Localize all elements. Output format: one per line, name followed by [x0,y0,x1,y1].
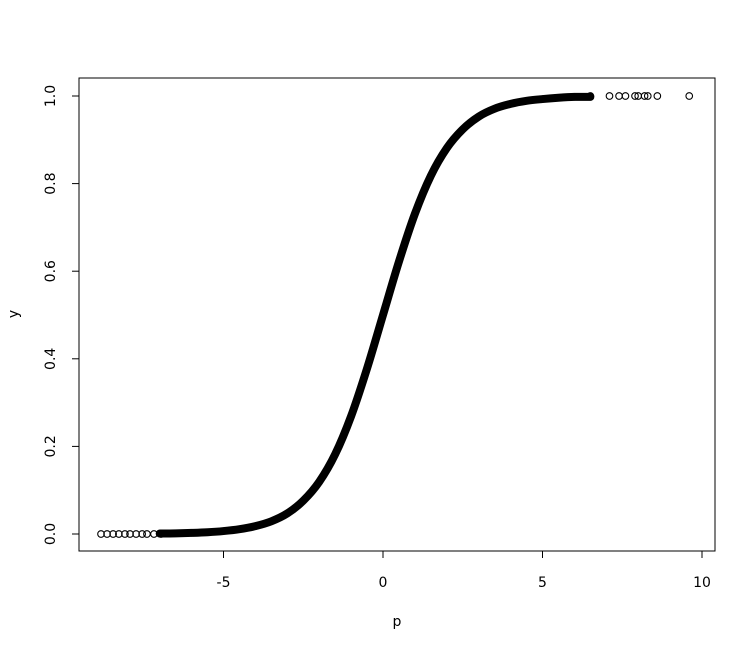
data-point [267,517,276,525]
data-point [643,92,652,100]
data-point [157,530,165,538]
data-point [631,92,639,100]
data-point [522,97,531,105]
data-point [251,522,260,530]
data-point [615,92,623,100]
data-point [538,95,547,103]
y-tick-label: 1.0 [43,85,59,107]
y-tick-label: 0.6 [43,260,59,282]
data-point [379,311,387,319]
data-point [411,210,419,218]
data-point [138,530,147,538]
data-point [621,92,630,100]
data-point [395,257,403,266]
x-tick-label: 10 [693,575,711,591]
data-point [203,528,212,536]
x-tick-label: 5 [538,575,547,591]
x-tick-label: -5 [217,575,231,591]
data-point [653,92,662,100]
data-point [427,172,435,180]
y-tick-label: 0.8 [43,172,59,194]
data-point [235,525,244,533]
data-point [490,105,499,113]
data-point [109,530,117,538]
data-point [171,529,180,538]
data-point [121,530,129,538]
x-axis: -5 0 5 10 [217,550,711,591]
data-point [506,100,515,108]
data-point [685,92,694,100]
data-point [605,92,614,100]
data-point [570,93,579,101]
data-point [554,94,563,102]
data-point [475,112,483,121]
data-point [315,478,323,486]
x-axis-label: p [393,614,402,630]
data-point [219,527,228,535]
y-tick-label: 0.2 [43,435,59,457]
data-point [331,450,339,458]
data-point [443,144,451,152]
y-axis-label: y [6,310,22,318]
data-point [459,125,467,133]
data-point [363,364,371,373]
data-point [187,529,196,537]
dense-point-band [155,92,595,538]
data-point [299,497,307,505]
y-tick-label: 0.0 [43,523,59,545]
data-point [347,412,355,420]
data-point [283,509,291,518]
x-tick-label: 0 [379,575,388,591]
y-axis: 0.0 0.2 0.4 0.6 0.8 1.0 [43,85,80,545]
y-tick-label: 0.4 [43,348,59,370]
plot-frame [78,77,716,552]
data-points [97,92,694,538]
data-point [586,92,595,100]
data-point [640,92,649,100]
data-point [143,530,151,538]
